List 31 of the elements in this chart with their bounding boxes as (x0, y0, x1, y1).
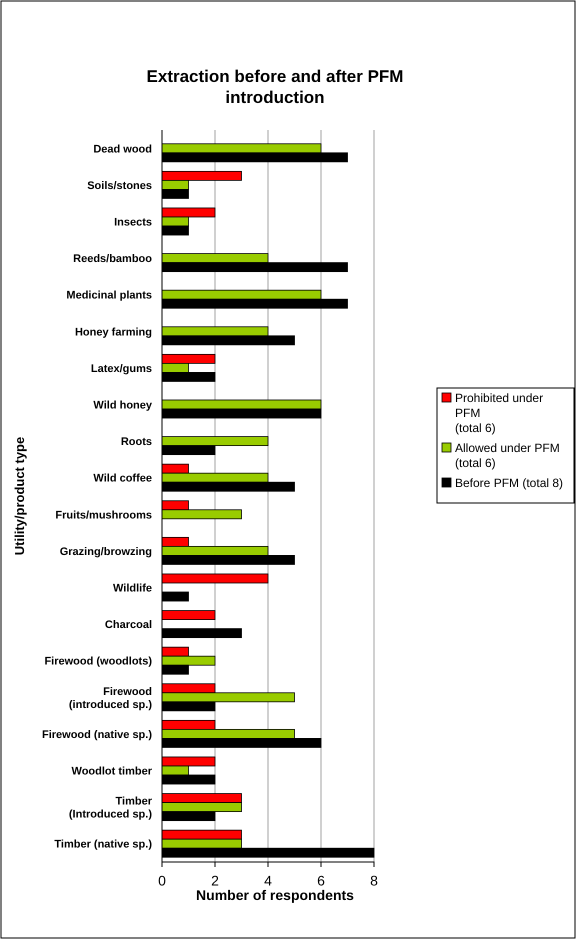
y-tick-label: Charcoal (104, 619, 152, 632)
y-tick-label: Firewood (native sp.) (42, 728, 152, 741)
y-tick-label: Wildlife (112, 582, 152, 594)
y-tick-label: Firewood (woodlots) (44, 656, 152, 668)
y-tick-label: Insects (114, 216, 152, 228)
y-tick-label: Dead wood (93, 143, 152, 156)
legend-label: Prohibited under PFM (total 6) (455, 391, 544, 435)
chart-title: Extraction before and after PFM introduction (146, 67, 404, 107)
x-tick-label: 4 (264, 872, 272, 888)
x-tick-label: 8 (370, 872, 378, 888)
y-tick-label: Firewood (introduced sp.) (68, 686, 152, 711)
y-tick-label: Grazing/browzing (60, 546, 152, 558)
x-tick-label: 2 (211, 872, 220, 888)
y-tick-label: Honey farming (74, 326, 152, 338)
y-tick-label: Fruits/mushrooms (55, 509, 152, 522)
y-tick-label: Timber (Introduced sp.) (68, 796, 153, 821)
y-tick-label: Wild honey (93, 400, 153, 412)
y-tick-label: Latex/gums (90, 362, 152, 375)
legend-label: Before PFM (total 8) (455, 476, 564, 490)
y-tick-label: Medicinal plants (66, 290, 152, 302)
x-axis-title: Number of respondents (196, 887, 354, 903)
y-tick-label: Wild coffee (93, 472, 152, 485)
y-tick-label: Timber (native sp.) (54, 838, 152, 851)
y-tick-label: Roots (120, 436, 152, 448)
y-axis-title: Utility/product type (12, 436, 27, 556)
legend-label: Allowed under PFM (total 6) (455, 441, 560, 470)
y-tick-label: Soils/stones (87, 180, 152, 192)
x-tick-label: 6 (317, 872, 326, 888)
y-tick-label: Reeds/bamboo (73, 253, 152, 266)
x-tick-label: 0 (158, 872, 166, 888)
y-tick-label: Woodlot timber (72, 766, 153, 778)
